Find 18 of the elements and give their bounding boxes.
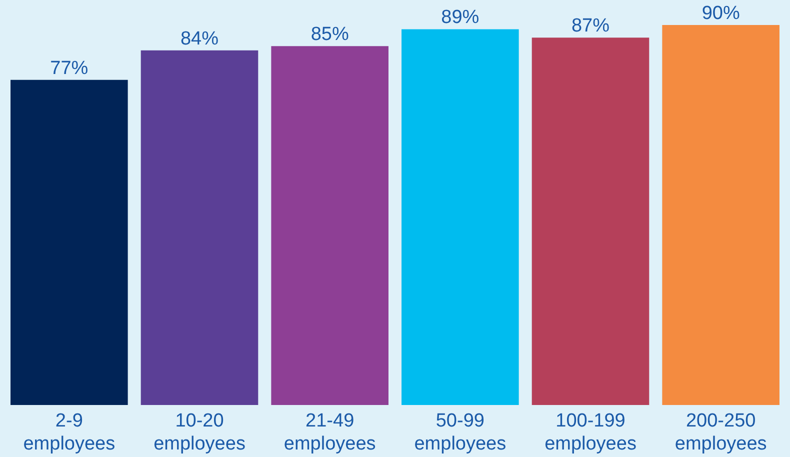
x-tick-label: 2-9 employees	[23, 410, 116, 454]
data-label: 84%	[180, 28, 219, 50]
data-label: 87%	[571, 16, 610, 37]
x-tick-label: 100-199 employees	[544, 410, 636, 454]
bar	[532, 38, 650, 405]
x-tick-label: 10-20 employees	[154, 410, 246, 454]
bar	[402, 29, 519, 405]
bar	[662, 25, 780, 405]
bar	[140, 50, 258, 405]
data-label: 90%	[702, 3, 740, 24]
bar	[271, 46, 388, 405]
data-label: 89%	[441, 7, 480, 28]
data-label: 77%	[50, 58, 88, 79]
bar	[10, 80, 128, 405]
x-tick-label: 21-49 employees	[284, 410, 376, 454]
x-tick-label: 200-250 employees	[674, 410, 767, 454]
x-tick-label: 50-99 employees	[414, 410, 506, 454]
data-label: 85%	[310, 24, 349, 46]
